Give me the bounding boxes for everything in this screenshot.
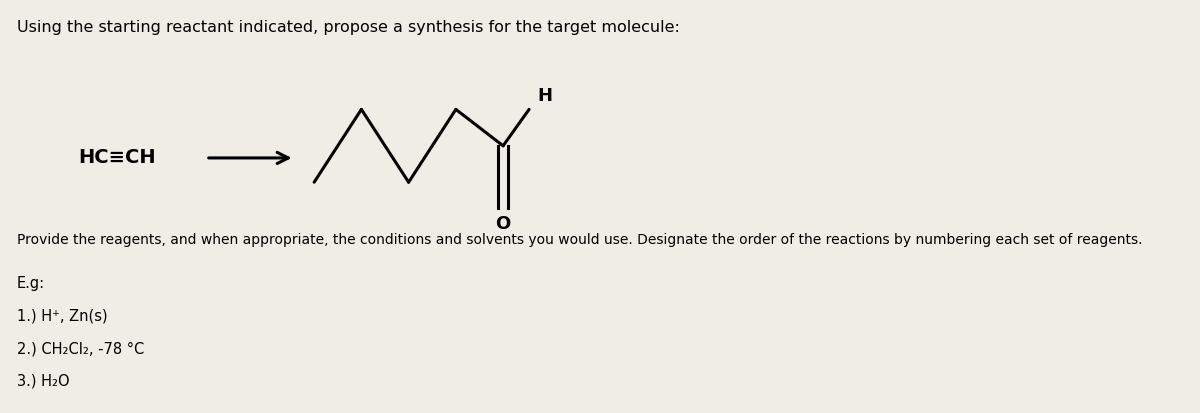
Text: 3.) H₂O: 3.) H₂O xyxy=(17,374,70,389)
Text: E.g:: E.g: xyxy=(17,276,46,292)
Text: O: O xyxy=(496,215,511,233)
Text: Provide the reagents, and when appropriate, the conditions and solvents you woul: Provide the reagents, and when appropria… xyxy=(17,233,1142,247)
Text: 2.) CH₂Cl₂, -78 °C: 2.) CH₂Cl₂, -78 °C xyxy=(17,341,144,356)
Text: Using the starting reactant indicated, propose a synthesis for the target molecu: Using the starting reactant indicated, p… xyxy=(17,20,680,36)
Text: 1.) H⁺, Zn(s): 1.) H⁺, Zn(s) xyxy=(17,309,108,324)
Text: H: H xyxy=(536,87,552,105)
Text: HC≡CH: HC≡CH xyxy=(78,148,156,167)
